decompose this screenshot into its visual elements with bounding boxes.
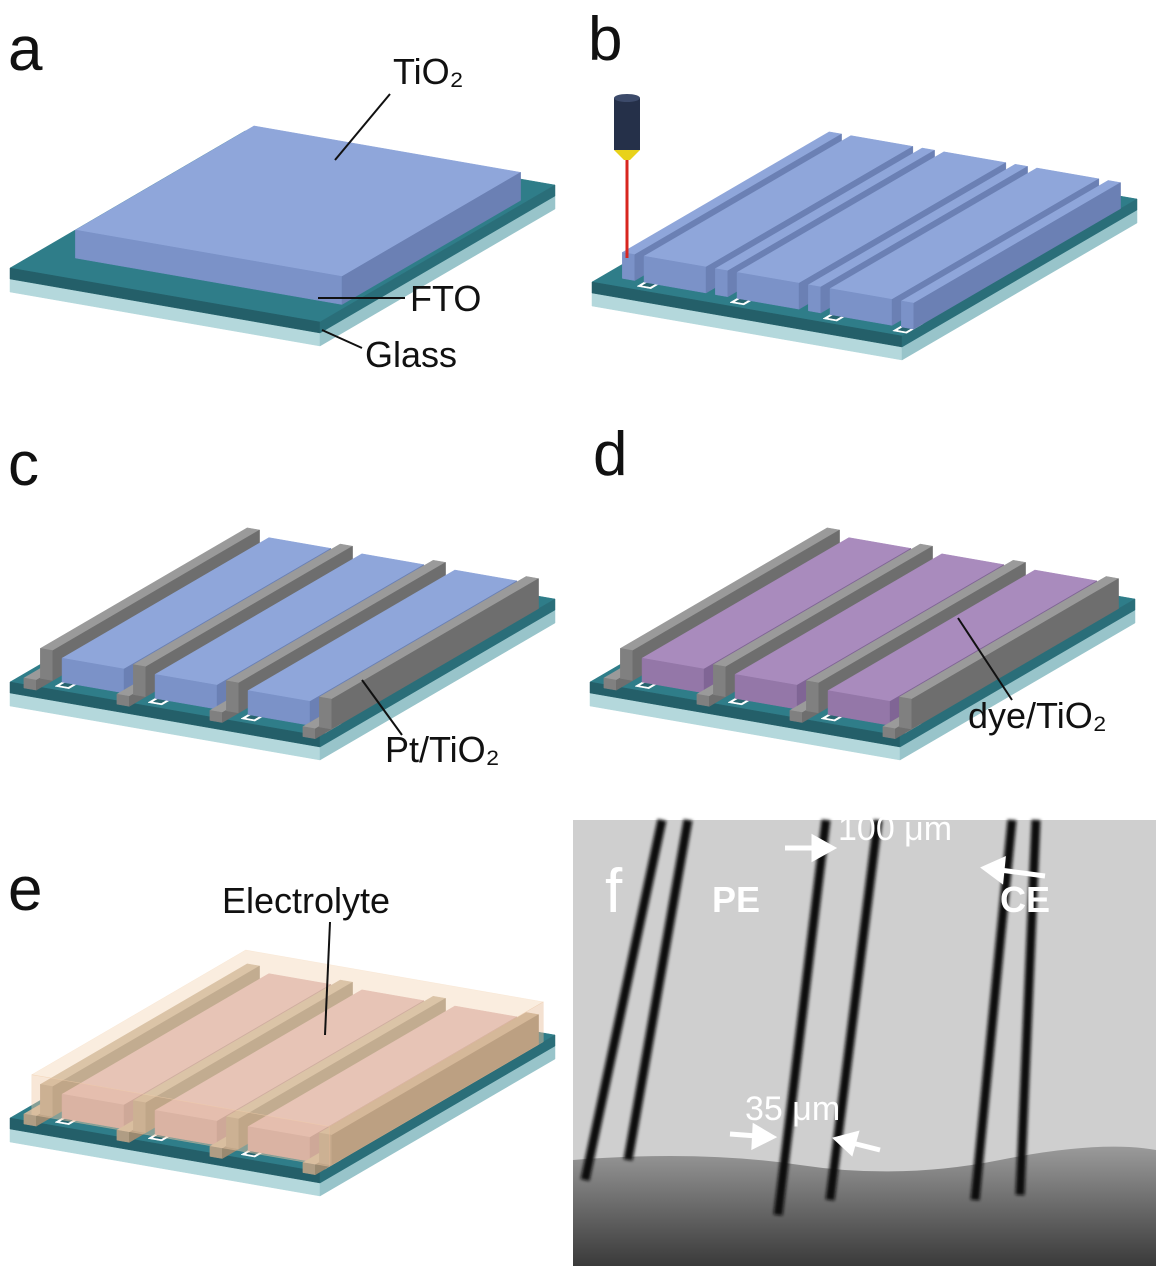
contact-tab [303, 727, 315, 739]
scale-label: 35 μm [745, 1090, 840, 1128]
sem-label: PE [712, 879, 760, 920]
contact-tab [303, 1163, 315, 1175]
contact-tab [210, 710, 222, 722]
electrode-strip [40, 648, 52, 680]
contact-tab [117, 694, 129, 706]
electrode-strip [133, 665, 145, 697]
annotation: Glass [365, 334, 457, 375]
scale-label: 100 μm [838, 810, 952, 848]
contact-tab [117, 1130, 129, 1142]
electrode-strip [715, 269, 727, 297]
annotation: FTO [410, 278, 481, 319]
electrode-strip [808, 285, 820, 313]
electrode-strip [713, 665, 725, 697]
electrode-strip [622, 252, 634, 280]
panel-label: a [8, 15, 43, 84]
laser [614, 94, 640, 258]
contact-tab [790, 710, 802, 722]
panel-label: c [8, 430, 39, 499]
contact-tab [604, 678, 616, 690]
contact-tab [24, 1114, 36, 1126]
electrode-strip [806, 681, 818, 713]
electrode-strip [901, 301, 913, 329]
panel-label: f [605, 857, 623, 926]
sem-image [573, 820, 1156, 1266]
annotation: Electrolyte [222, 880, 390, 921]
panel-label: b [588, 5, 622, 74]
electrode-strip [319, 697, 331, 729]
annotation: Pt/TiO₂ [385, 729, 500, 770]
electrode-strip [899, 697, 911, 729]
annotation: TiO₂ [393, 51, 464, 92]
contact-tab [883, 727, 895, 739]
annotation: dye/TiO₂ [968, 695, 1107, 736]
sem-label: CE [1000, 879, 1050, 920]
panel-label: d [593, 420, 627, 489]
contact-tab [24, 678, 36, 690]
panel-label: e [8, 855, 42, 924]
electrode-strip [620, 648, 632, 680]
contact-tab [697, 694, 709, 706]
figure: a TiO₂ FTO Glass b c Pt/TiO₂ d dye/TiO₂ … [0, 0, 1156, 1266]
contact-tab [210, 1146, 222, 1158]
electrode-strip [226, 681, 238, 713]
